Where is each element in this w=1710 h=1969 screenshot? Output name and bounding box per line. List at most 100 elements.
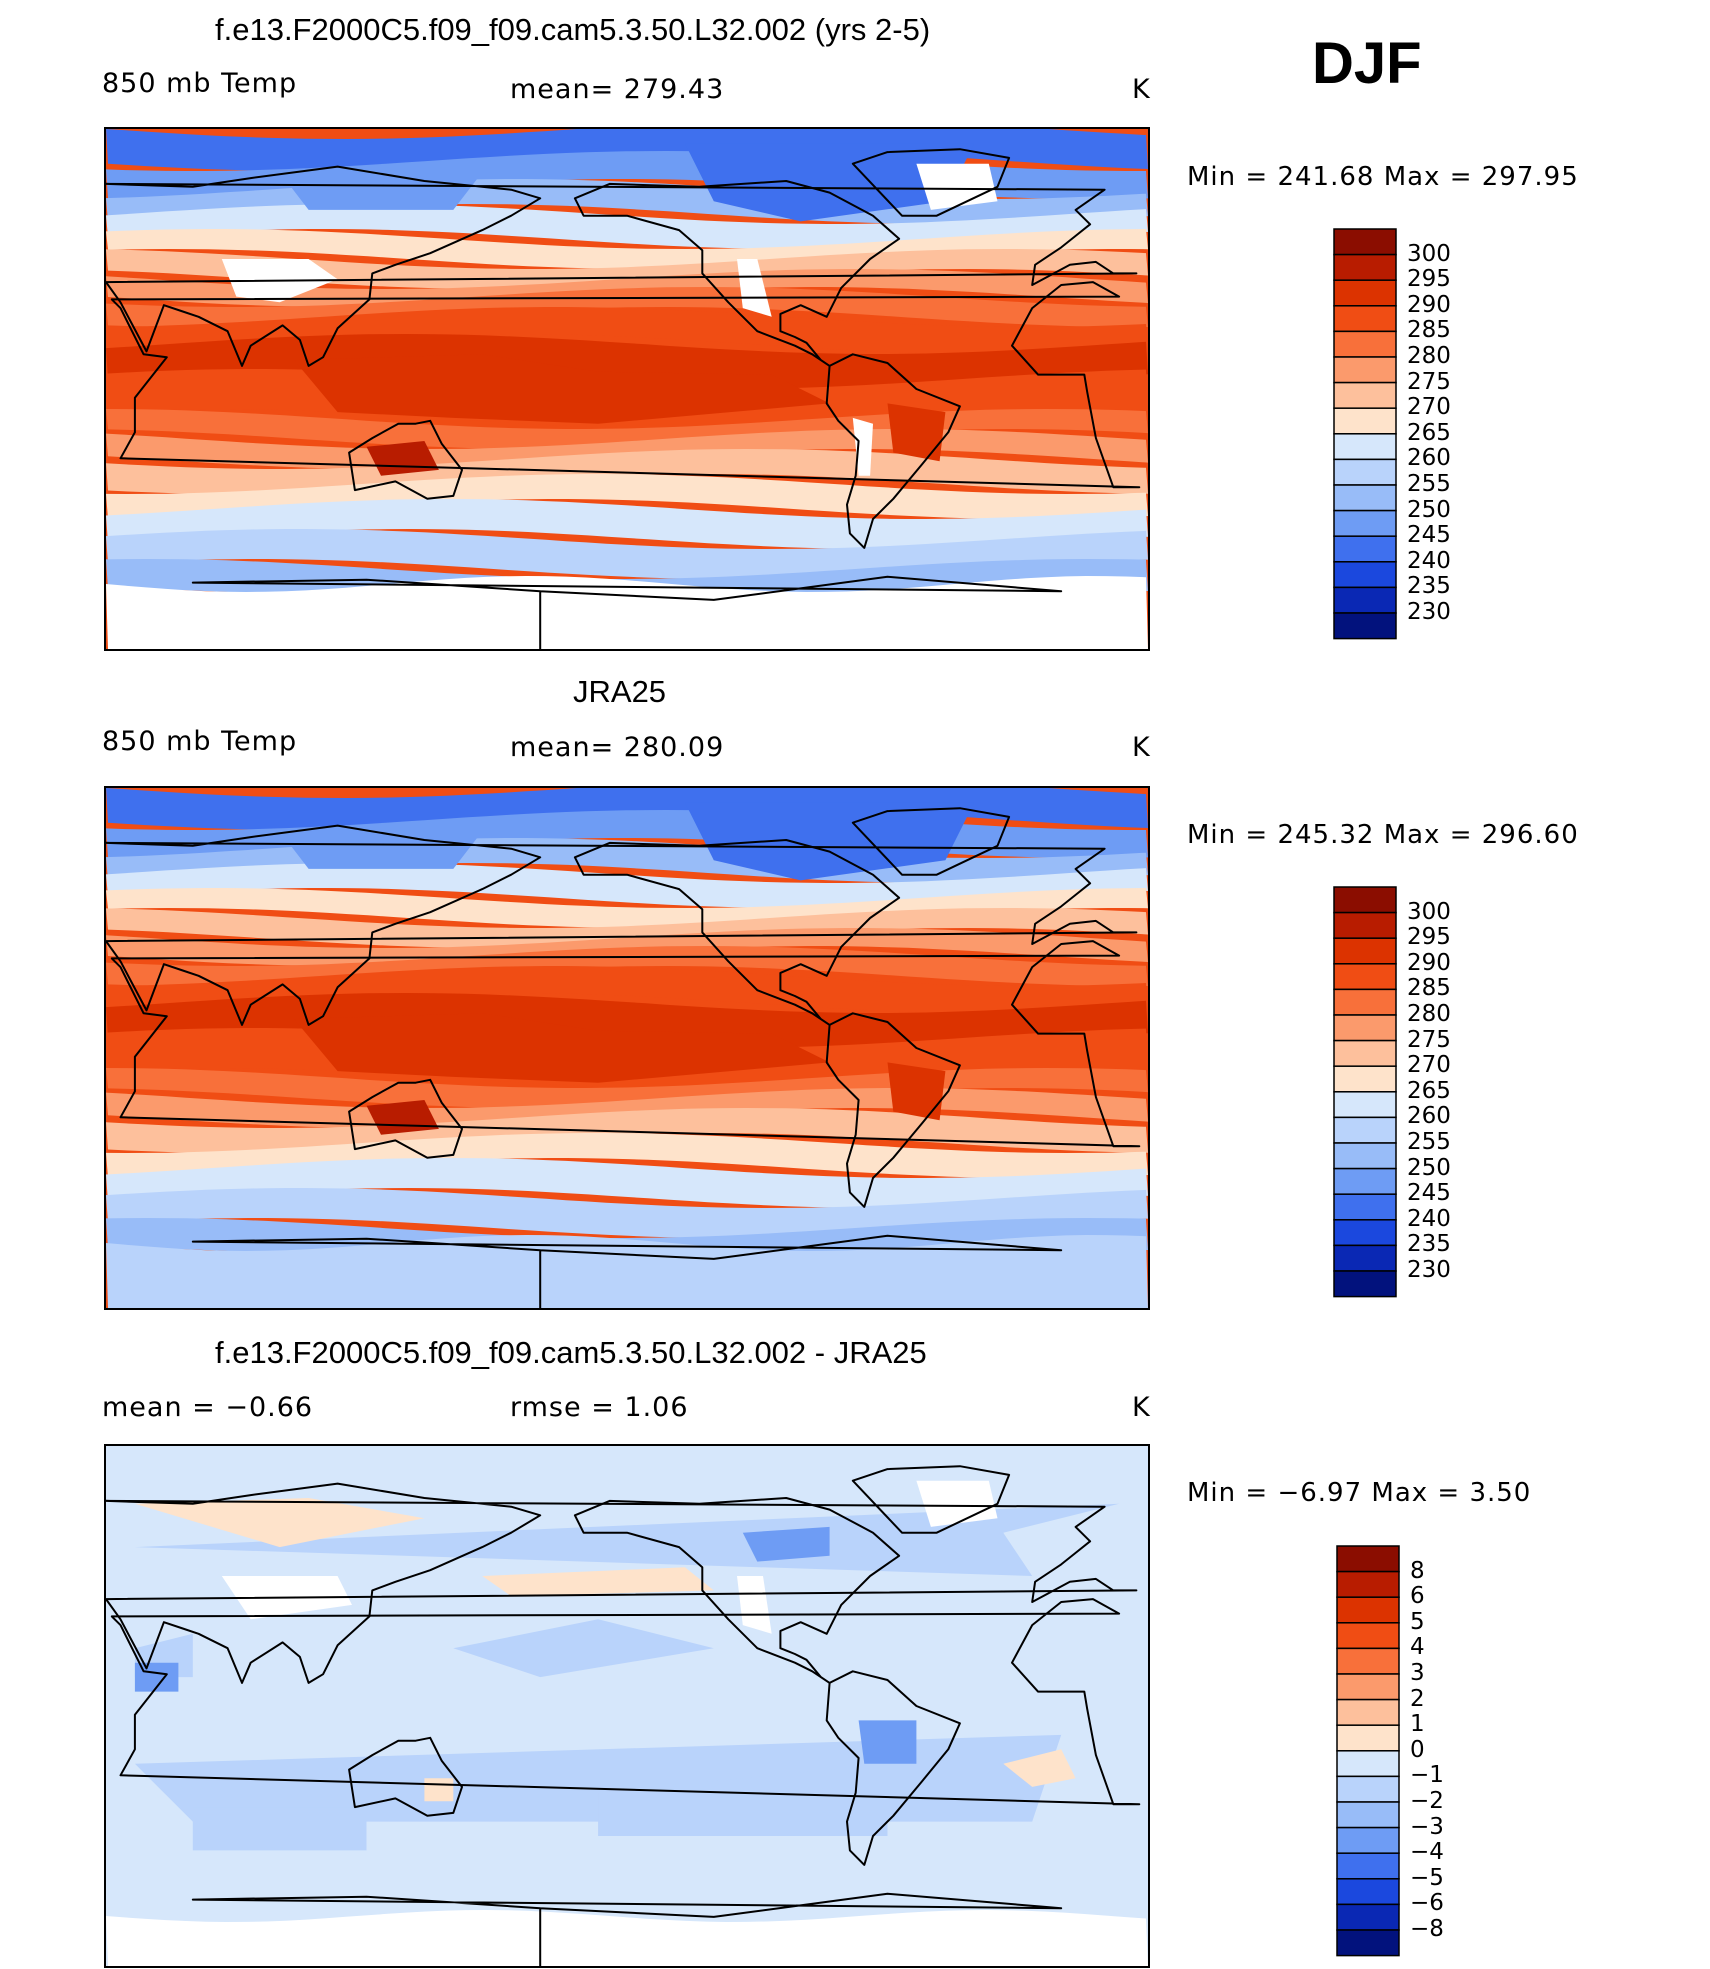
colorbar-swatches <box>1336 1545 1400 1957</box>
colorbar-swatch <box>1333 253 1397 281</box>
colorbar-swatch <box>1333 1167 1397 1195</box>
coastline <box>573 839 901 1026</box>
colorbar-swatch <box>1336 1801 1400 1829</box>
colorbar-swatch <box>1336 1878 1400 1906</box>
colorbar-swatch <box>1333 1039 1397 1067</box>
colorbar-tick-label: 250 <box>1407 496 1451 523</box>
colorbar-swatch <box>1336 1826 1400 1854</box>
colorbar-tick-label: 275 <box>1407 368 1451 395</box>
coastline <box>851 807 1011 876</box>
panel-2-variable-label: 850 mb Temp <box>102 726 298 757</box>
colorbar-tick-label: 240 <box>1407 547 1451 574</box>
colorbar-swatch <box>1333 433 1397 461</box>
colorbar-tick-label: 4 <box>1410 1634 1425 1661</box>
colorbar-swatch <box>1336 1903 1400 1931</box>
colorbar-tick-label: 235 <box>1407 573 1451 600</box>
colorbar-tick-label: 260 <box>1407 445 1451 472</box>
colorbar-swatch <box>1333 279 1397 307</box>
colorbar-swatch <box>1333 886 1397 914</box>
coastline <box>348 419 463 500</box>
colorbar-swatch <box>1333 509 1397 537</box>
coastline <box>110 1598 1141 1806</box>
colorbar-swatch <box>1333 988 1397 1016</box>
colorbar-tick-label: 295 <box>1407 266 1451 293</box>
colorbar-swatch <box>1336 1929 1400 1957</box>
colorbar-tick-label: 265 <box>1407 1077 1451 1104</box>
colorbar-tick-label: 275 <box>1407 1026 1451 1053</box>
colorbar-swatch <box>1333 1270 1397 1298</box>
colorbar-swatch <box>1333 911 1397 939</box>
colorbar-tick-label: 295 <box>1407 924 1451 951</box>
map-canvas <box>106 788 1148 1308</box>
colorbar-swatch <box>1336 1852 1400 1880</box>
colorbar-swatch <box>1333 561 1397 589</box>
panel-1-units-label: K <box>1132 74 1151 105</box>
colorbar-tick-label: −4 <box>1410 1839 1444 1866</box>
colorbar-swatch <box>1333 381 1397 409</box>
panel-3-minmax: Min = −6.97 Max = 3.50 <box>1187 1478 1532 1508</box>
colorbar-tick-label: −1 <box>1410 1762 1444 1789</box>
coastline <box>110 281 1141 489</box>
colorbar-tick-label: 290 <box>1407 949 1451 976</box>
colorbar-swatch <box>1333 535 1397 563</box>
panel-2-mean-label: mean= 280.09 <box>510 732 725 763</box>
colorbar-swatch <box>1333 228 1397 256</box>
colorbar-tick-label: 6 <box>1410 1583 1425 1610</box>
colorbar-swatch <box>1333 963 1397 991</box>
colorbar-swatch <box>1333 1193 1397 1221</box>
colorbar-swatch <box>1333 1116 1397 1144</box>
colorbar-tick-label: 265 <box>1407 419 1451 446</box>
panel-1-title: f.e13.F2000C5.f09_f09.cam5.3.50.L32.002 … <box>215 12 931 47</box>
coastline <box>851 148 1011 217</box>
panel-3-colorbar: 8 6 5 4 3 2 1 0 −1 −2 −3 −4 −5 −6 −8 <box>1336 1545 1444 1964</box>
coastline <box>106 165 1138 367</box>
colorbar-swatch <box>1333 305 1397 333</box>
colorbar-tick-label: 260 <box>1407 1103 1451 1130</box>
colorbar-tick-label: 270 <box>1407 1052 1451 1079</box>
coastline <box>825 1670 961 1866</box>
colorbar-swatch <box>1333 937 1397 965</box>
colorbar-swatch <box>1336 1775 1400 1803</box>
colorbar-tick-label: 285 <box>1407 317 1451 344</box>
colorbar-swatch <box>1336 1622 1400 1650</box>
panel-2-units-label: K <box>1132 732 1151 763</box>
colorbar-swatch <box>1333 586 1397 614</box>
colorbar-tick-label: 270 <box>1407 394 1451 421</box>
panel-1-colorbar: 300 295 290 285 280 275 270 265 260 255 250 245 240 2… <box>1333 228 1451 647</box>
colorbar-swatch <box>1333 484 1397 512</box>
colorbar-tick-label: 290 <box>1407 291 1451 318</box>
colorbar-swatch <box>1333 1219 1397 1247</box>
colorbar-tick-label: 255 <box>1407 471 1451 497</box>
panel-2-title: JRA25 <box>573 674 667 709</box>
map-canvas <box>106 1446 1148 1966</box>
coastline <box>106 824 1138 1026</box>
coastline <box>191 1234 1063 1308</box>
colorbar-tick-label: −3 <box>1410 1813 1444 1840</box>
colorbar-tick-label: 5 <box>1410 1608 1425 1635</box>
colorbar-swatch <box>1333 407 1397 435</box>
colorbar-tick-label: 245 <box>1407 522 1451 549</box>
colorbar-swatch <box>1336 1545 1400 1573</box>
colorbar-tick-label: 2 <box>1410 1685 1425 1712</box>
colorbar-tick-label: 1 <box>1410 1711 1425 1738</box>
colorbar-tick-label: 255 <box>1407 1129 1451 1155</box>
coastline <box>825 353 961 549</box>
panel-2-map <box>104 786 1150 1310</box>
colorbar-tick-label: 3 <box>1410 1660 1425 1686</box>
colorbar-swatch <box>1336 1698 1400 1726</box>
colorbar-swatch <box>1336 1570 1400 1598</box>
colorbar-swatch <box>1333 1142 1397 1170</box>
colorbar-swatch <box>1336 1673 1400 1701</box>
colorbar-swatch <box>1333 1014 1397 1042</box>
panel-1-variable-label: 850 mb Temp <box>102 68 298 99</box>
colorbar-tick-label: −8 <box>1410 1916 1444 1942</box>
panel-2-minmax: Min = 245.32 Max = 296.60 <box>1187 820 1579 850</box>
panel-3-title: f.e13.F2000C5.f09_f09.cam5.3.50.L32.002 … <box>215 1335 927 1370</box>
colorbar-swatch <box>1333 1065 1397 1093</box>
colorbar-tick-label: 280 <box>1407 1001 1451 1027</box>
colorbar-tick-label: 235 <box>1407 1231 1451 1258</box>
colorbar-swatch <box>1333 1244 1397 1272</box>
coastline <box>851 1465 1011 1534</box>
panel-2-colorbar: 300 295 290 285 280 275 270 265 260 255 250 245 240 2… <box>1333 886 1451 1305</box>
coastline <box>825 1012 961 1208</box>
